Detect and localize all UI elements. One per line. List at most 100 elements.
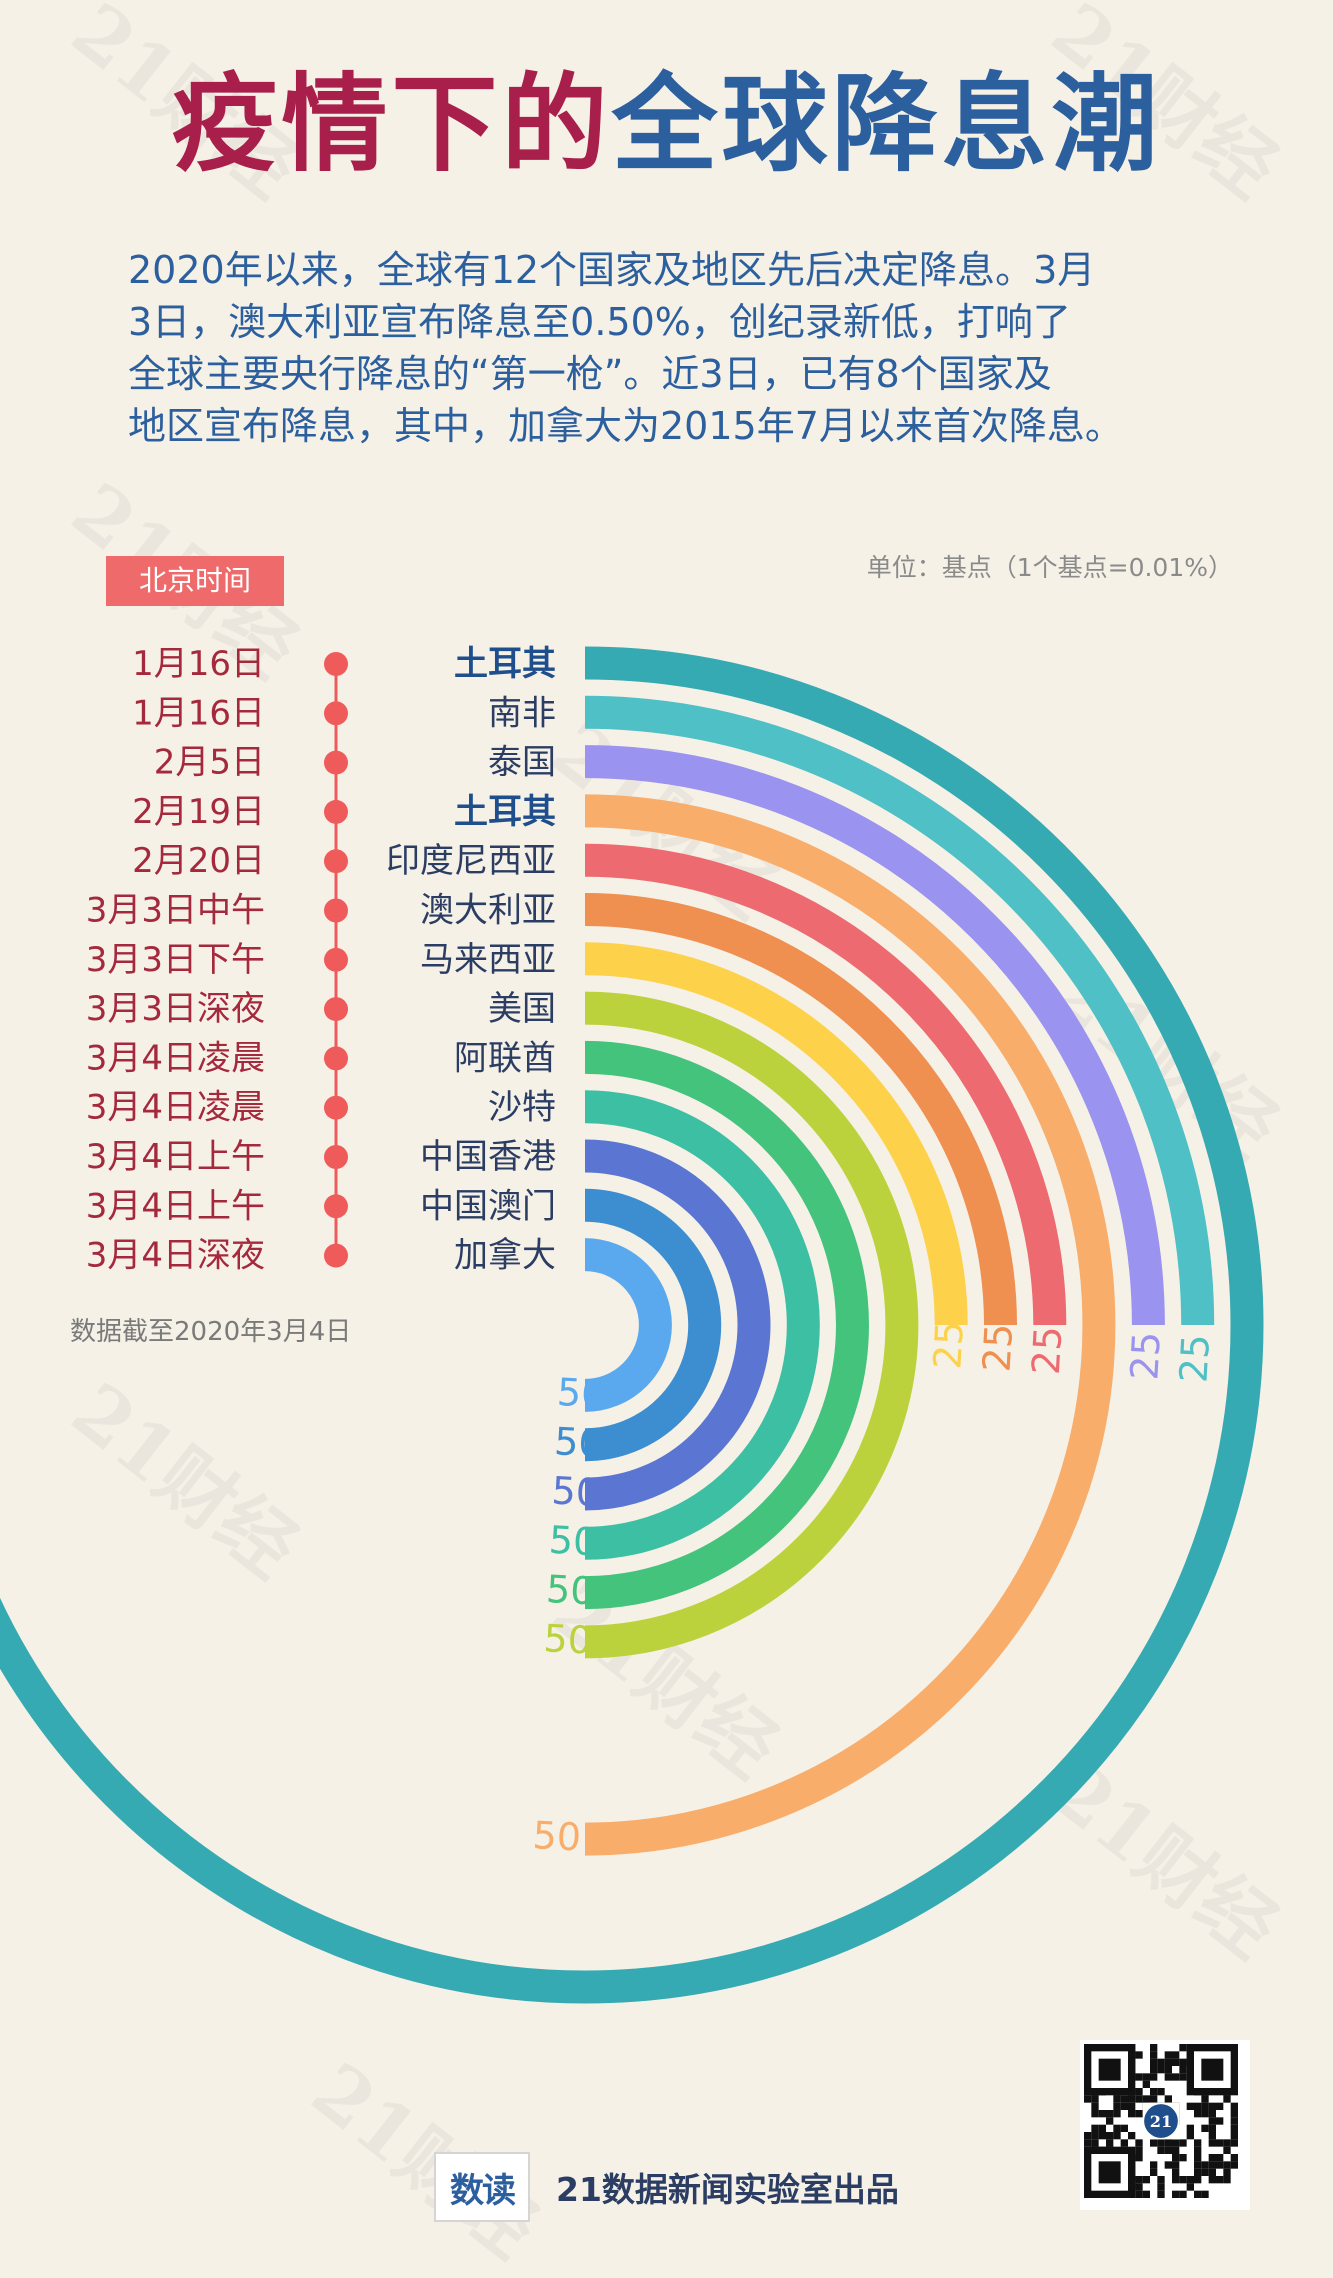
qr-module (1201, 2161, 1209, 2169)
qr-module (1194, 2176, 1202, 2184)
date-label: 3月4日凌晨 (86, 1038, 265, 1078)
qr-module (1179, 2044, 1187, 2052)
qr-module (1164, 2161, 1172, 2169)
qr-module (1179, 2190, 1187, 2198)
qr-module (1186, 2132, 1194, 2140)
timeline-dot (324, 898, 348, 923)
qr-module (1106, 2110, 1114, 2118)
qr-module (1098, 2132, 1106, 2140)
qr-module (1135, 2110, 1143, 2118)
qr-module (1157, 2176, 1165, 2184)
qr-module (1106, 2139, 1114, 2147)
country-label: 印度尼西亚 (386, 841, 556, 881)
arc-value-label: 25 (1171, 1333, 1218, 1384)
qr-module (1120, 2095, 1128, 2103)
country-label: 土耳其 (454, 792, 556, 832)
timeline-dot (324, 1243, 348, 1268)
qr-module (1164, 2073, 1172, 2081)
date-label: 1月16日 (132, 693, 265, 733)
qr-module (1201, 2110, 1209, 2118)
qr-module (1172, 2051, 1180, 2059)
date-label: 3月4日深夜 (86, 1236, 265, 1276)
arc-value-label: 50 (553, 1419, 604, 1466)
qr-module (1194, 2168, 1202, 2176)
qr-module (1113, 2132, 1121, 2140)
qr-module (1216, 2161, 1224, 2169)
qr-module (1223, 2168, 1231, 2176)
qr-module (1157, 2183, 1165, 2191)
arc-value-label: 25 (975, 1322, 1022, 1373)
qr-module (1208, 2139, 1216, 2147)
qr-module (1135, 2146, 1143, 2154)
qr-module (1223, 2161, 1231, 2169)
qr-module (1216, 2117, 1224, 2125)
qr-module (1098, 2110, 1106, 2118)
qr-module (1186, 2183, 1194, 2191)
qr-module (1120, 2139, 1128, 2147)
qr-module (1150, 2168, 1158, 2176)
qr-module (1128, 2110, 1136, 2118)
country-label: 阿联酋 (454, 1038, 556, 1078)
qr-module (1216, 2154, 1224, 2162)
qr-module (1230, 2132, 1238, 2140)
qr-badge-text: 21 (1150, 2112, 1172, 2131)
qr-module (1172, 2139, 1180, 2147)
qr-module (1113, 2110, 1121, 2118)
date-label: 2月20日 (132, 841, 265, 881)
arc-value-label: 25 (925, 1320, 972, 1371)
timeline-dot (324, 652, 348, 676)
qr-module (1208, 2161, 1216, 2169)
qr-module (1194, 2190, 1202, 2198)
qr-module (1164, 2058, 1172, 2066)
rate-cut-arc (584, 991, 919, 1659)
arc-value-label: 50 (545, 1567, 596, 1614)
qr-module (1135, 2183, 1143, 2191)
qr-module (1150, 2139, 1158, 2147)
qr-module (1208, 2117, 1216, 2125)
arc-value-label: 25 (1122, 1331, 1169, 1382)
timeline-dot (324, 849, 348, 874)
rate-cut-arc (584, 942, 968, 1326)
country-label: 加拿大 (454, 1236, 556, 1276)
qr-module (1179, 2154, 1187, 2162)
qr-module (1142, 2176, 1150, 2184)
qr-code[interactable]: 21 (1080, 2040, 1250, 2210)
rate-cut-arc (584, 843, 1067, 1326)
data-cutoff-note: 数据截至2020年3月4日 (70, 1317, 352, 1347)
rate-cut-arc (584, 893, 1017, 1326)
rate-cut-arc (584, 794, 1116, 1856)
timeline-dot (324, 799, 348, 824)
qr-module (1164, 2139, 1172, 2147)
qr-module (1150, 2051, 1158, 2059)
timeline-dot (324, 1046, 348, 1071)
qr-module (1194, 2154, 1202, 2162)
qr-module (1098, 2058, 1121, 2081)
qr-module (1172, 2161, 1180, 2169)
qr-module (1150, 2073, 1158, 2081)
arc-value-label: 50 (556, 1370, 607, 1417)
qr-module (1157, 2146, 1165, 2154)
qr-module (1157, 2066, 1165, 2074)
date-label: 1月16日 (132, 644, 265, 684)
timeline-dot (324, 1145, 348, 1169)
brand-logo: 数读 (434, 2152, 530, 2222)
qr-module (1157, 2088, 1165, 2096)
timeline-dot (324, 750, 348, 775)
country-label: 泰国 (488, 743, 556, 783)
date-label: 3月4日凌晨 (86, 1088, 265, 1128)
date-label: 2月5日 (154, 743, 265, 783)
qr-module (1194, 2102, 1202, 2110)
qr-module (1172, 2168, 1180, 2176)
qr-module (1223, 2139, 1231, 2147)
rate-cut-arc (584, 1090, 820, 1560)
intro-line: 3日，澳大利亚宣布降息至0.50%，创纪录新低，打响了 (128, 300, 1071, 344)
date-label: 3月4日上午 (86, 1137, 265, 1177)
qr-module (1091, 2132, 1099, 2140)
qr-module (1113, 2124, 1121, 2132)
rate-cut-arc (584, 1040, 870, 1610)
arc-value-label: 50 (531, 1813, 582, 1860)
qr-module (1164, 2066, 1172, 2074)
qr-module (1150, 2066, 1158, 2074)
footer: 数读 21数据新闻实验室出品 (434, 2152, 899, 2222)
intro-paragraph: 2020年以来，全球有12个国家及地区先后决定降息。3月 3日，澳大利亚宣布降息… (128, 244, 1238, 452)
